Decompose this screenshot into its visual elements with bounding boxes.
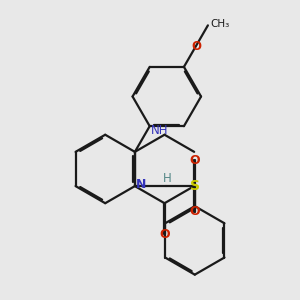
Text: CH₃: CH₃ bbox=[211, 19, 230, 28]
Text: O: O bbox=[191, 40, 201, 52]
Text: S: S bbox=[190, 179, 200, 193]
Text: O: O bbox=[190, 205, 200, 218]
Text: N: N bbox=[136, 178, 146, 191]
Text: O: O bbox=[159, 227, 170, 241]
Text: NH: NH bbox=[151, 124, 168, 137]
Text: O: O bbox=[190, 154, 200, 167]
Text: H: H bbox=[163, 172, 172, 185]
